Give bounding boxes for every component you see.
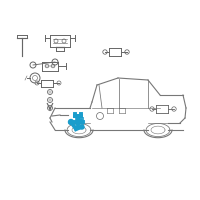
FancyBboxPatch shape bbox=[76, 118, 82, 123]
Circle shape bbox=[68, 119, 74, 124]
Circle shape bbox=[80, 125, 84, 129]
